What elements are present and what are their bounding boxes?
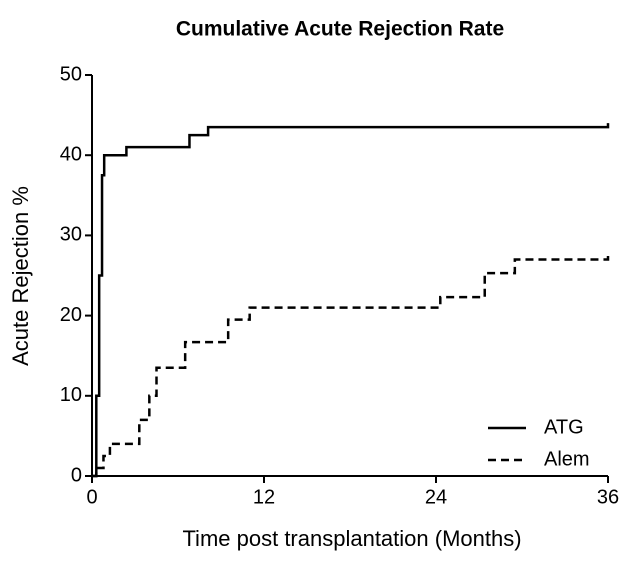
x-tick-label: 12 (253, 486, 275, 508)
x-tick-label: 24 (425, 486, 447, 508)
x-axis-label: Time post transplantation (Months) (182, 526, 521, 551)
y-tick-label: 50 (60, 63, 82, 85)
step-line (92, 123, 610, 478)
y-tick-label: 20 (60, 304, 82, 326)
legend-label: Alem (544, 448, 590, 470)
y-tick-label: 30 (60, 224, 82, 246)
x-tick-label: 36 (597, 486, 619, 508)
chart-title: Cumulative Acute Rejection Rate (176, 18, 504, 41)
y-tick-label: 0 (71, 464, 82, 486)
y-tick-label: 40 (60, 143, 82, 165)
step-line (92, 255, 610, 478)
legend-label: ATG (544, 416, 584, 438)
y-tick-label: 10 (60, 384, 82, 406)
x-tick-label: 0 (86, 486, 97, 508)
y-axis-label: Acute Rejection % (8, 186, 33, 366)
